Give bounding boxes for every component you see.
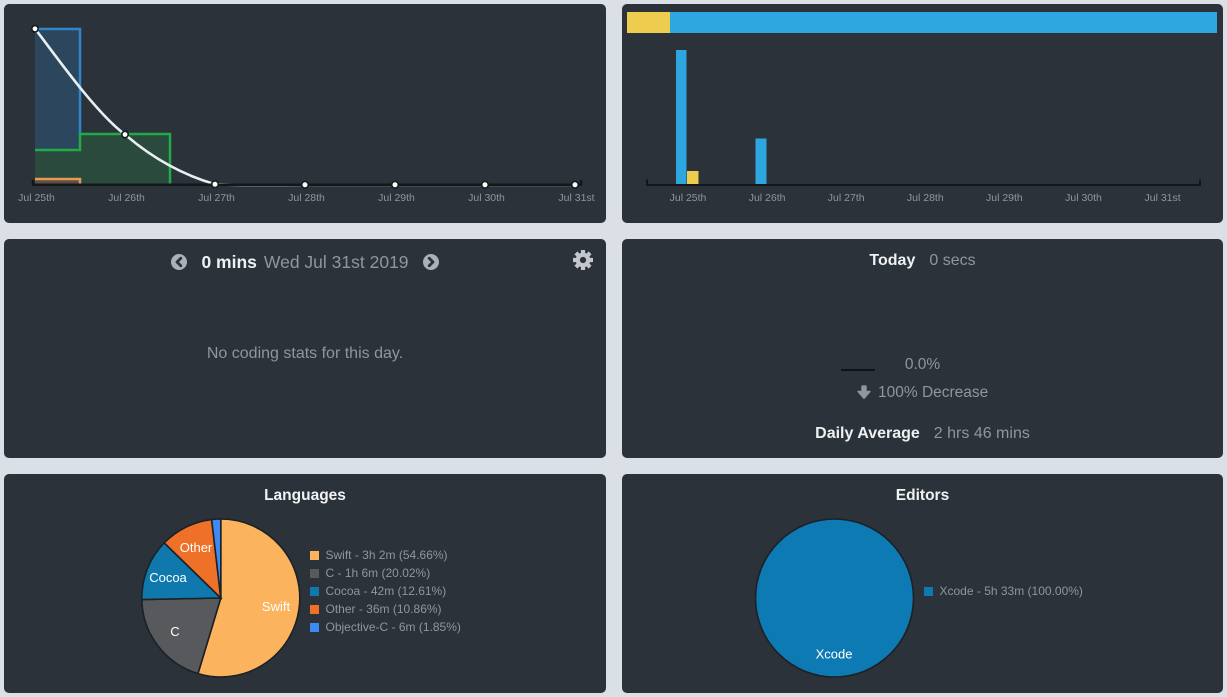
svg-text:Jul 28th: Jul 28th <box>907 192 944 204</box>
svg-text:Other: Other <box>180 540 213 555</box>
svg-text:Jul 29th: Jul 29th <box>378 192 415 204</box>
svg-text:Jul 27th: Jul 27th <box>198 192 235 204</box>
svg-text:Jul 26th: Jul 26th <box>749 192 786 204</box>
svg-text:Jul 30th: Jul 30th <box>468 192 505 204</box>
svg-text:Jul 30th: Jul 30th <box>1065 192 1102 204</box>
svg-text:Jul 31st: Jul 31st <box>558 192 594 204</box>
svg-text:Jul 31st: Jul 31st <box>1145 192 1181 204</box>
svg-text:Jul 26th: Jul 26th <box>108 192 145 204</box>
svg-text:Jul 29th: Jul 29th <box>986 192 1023 204</box>
svg-text:Cocoa: Cocoa <box>149 570 187 585</box>
svg-text:C: C <box>170 624 179 639</box>
svg-text:Swift: Swift <box>262 599 291 614</box>
svg-text:Jul 28th: Jul 28th <box>288 192 325 204</box>
svg-text:Jul 25th: Jul 25th <box>18 192 55 204</box>
svg-text:Jul 25th: Jul 25th <box>670 192 707 204</box>
svg-text:Jul 27th: Jul 27th <box>828 192 865 204</box>
svg-text:Xcode: Xcode <box>816 647 853 662</box>
